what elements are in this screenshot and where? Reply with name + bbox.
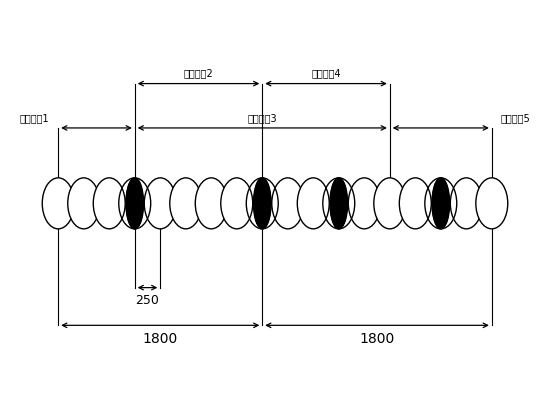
- Ellipse shape: [68, 178, 100, 229]
- Ellipse shape: [144, 178, 176, 229]
- Text: 1800: 1800: [143, 332, 178, 346]
- Text: 施工顺序1: 施工顺序1: [20, 113, 49, 123]
- Text: 施工顺序5: 施工顺序5: [501, 113, 530, 123]
- Ellipse shape: [476, 178, 508, 229]
- Ellipse shape: [330, 178, 348, 229]
- Ellipse shape: [221, 178, 253, 229]
- Ellipse shape: [42, 178, 74, 229]
- Ellipse shape: [450, 178, 482, 229]
- Ellipse shape: [170, 178, 202, 229]
- Ellipse shape: [374, 178, 406, 229]
- Ellipse shape: [126, 178, 143, 229]
- Ellipse shape: [272, 178, 304, 229]
- Ellipse shape: [432, 178, 450, 229]
- Ellipse shape: [348, 178, 380, 229]
- Ellipse shape: [254, 178, 271, 229]
- Text: 施工顺序2: 施工顺序2: [184, 68, 213, 78]
- Ellipse shape: [297, 178, 329, 229]
- Ellipse shape: [195, 178, 227, 229]
- Text: 1800: 1800: [360, 332, 395, 346]
- Text: 250: 250: [136, 294, 160, 307]
- Text: 施工顺序3: 施工顺序3: [248, 113, 277, 123]
- Text: 施工顺序4: 施工顺序4: [311, 68, 341, 78]
- Ellipse shape: [94, 178, 125, 229]
- Ellipse shape: [399, 178, 431, 229]
